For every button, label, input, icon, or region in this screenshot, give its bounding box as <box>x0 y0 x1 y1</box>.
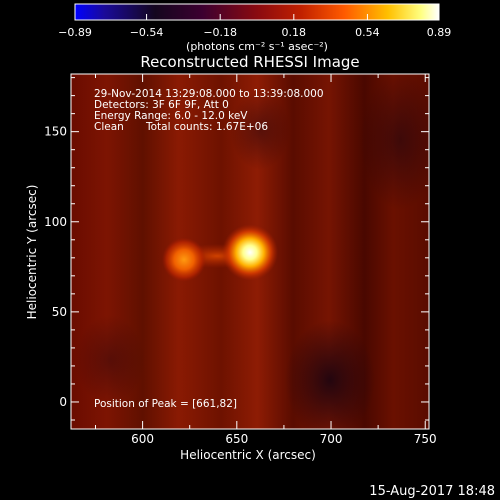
main-source <box>222 224 278 281</box>
chart-title: Reconstructed RHESSI Image <box>140 53 359 71</box>
footer-timestamp: 15-Aug-2017 18:48 <box>369 484 495 499</box>
x-tick-label: 700 <box>320 432 343 446</box>
annotation-peak-position: Position of Peak = [661,82] <box>94 398 237 410</box>
annotation-block: 29-Nov-2014 13:29:08.000 to 13:39:08.000… <box>94 88 324 410</box>
colorbar-tick-label: −0.54 <box>130 26 164 39</box>
x-tick-label: 600 <box>131 432 154 446</box>
heatmap-image <box>71 74 429 429</box>
annotation-detectors: Detectors: 3F 6F 9F, Att 0 <box>94 99 229 111</box>
colorbar-tick-label: 0.89 <box>427 26 452 39</box>
colorbar-ticks: −0.89 −0.54 −0.18 0.18 0.54 0.89 <box>58 14 451 39</box>
annotation-time-range: 29-Nov-2014 13:29:08.000 to 13:39:08.000 <box>94 88 324 100</box>
x-tick-label: 650 <box>225 432 248 446</box>
y-tick-label: 50 <box>52 305 67 319</box>
y-tick-label: 150 <box>44 125 67 139</box>
axis-ticks: 600 650 700 750 0 50 100 150 <box>44 74 437 446</box>
colorbar-tick-label: −0.89 <box>58 26 92 39</box>
colorbar-tick-label: −0.18 <box>203 26 237 39</box>
y-tick-label: 0 <box>59 395 67 409</box>
colorbar-unit-label: (photons cm⁻² s⁻¹ asec⁻²) <box>186 40 328 53</box>
y-tick-label: 100 <box>44 215 67 229</box>
x-axis-label: Heliocentric X (arcsec) <box>180 448 316 462</box>
colorbar-tick-label: 0.18 <box>282 26 307 39</box>
annotation-counts: Total counts: 1.67E+06 <box>145 121 268 133</box>
colorbar <box>74 3 440 21</box>
annotation-method: Clean <box>94 121 124 133</box>
x-tick-label: 750 <box>414 432 437 446</box>
y-axis-label: Heliocentric Y (arcsec) <box>25 185 39 320</box>
annotation-energy: Energy Range: 6.0 - 12.0 keV <box>94 110 248 122</box>
colorbar-tick-label: 0.54 <box>355 26 380 39</box>
plot-frame <box>70 73 430 430</box>
secondary-source <box>162 237 207 282</box>
